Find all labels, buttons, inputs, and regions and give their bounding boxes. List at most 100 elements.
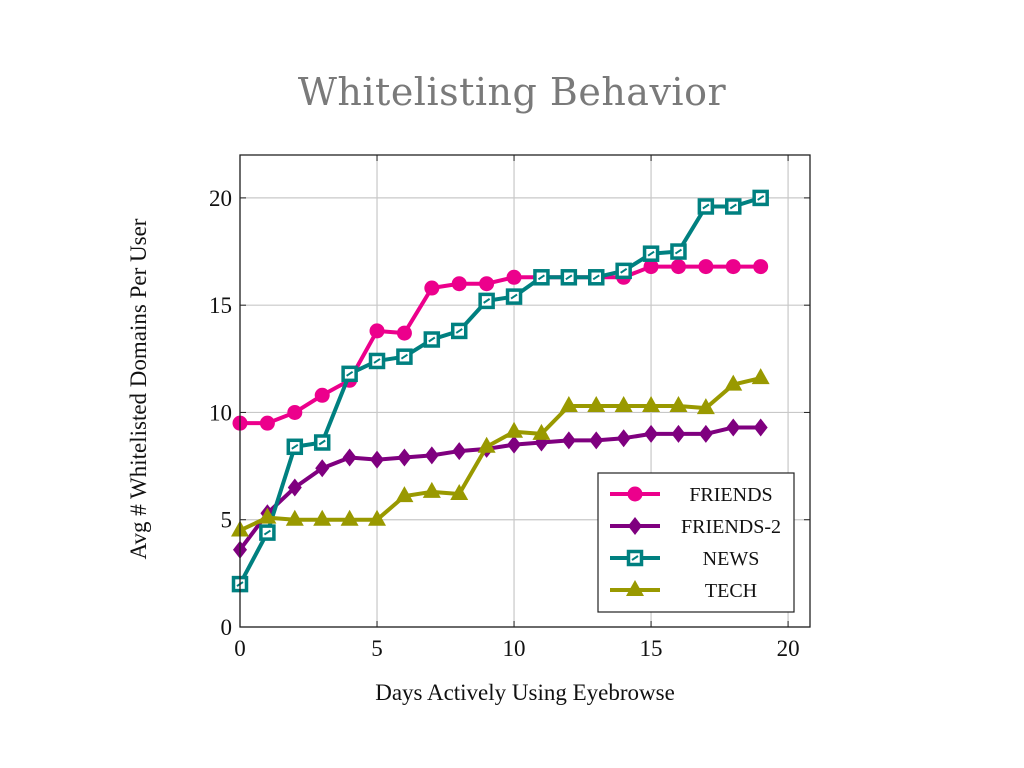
data-point-tech bbox=[587, 396, 606, 413]
x-tick-label: 15 bbox=[640, 636, 663, 661]
data-point-news bbox=[588, 269, 605, 286]
data-point-news bbox=[286, 438, 304, 456]
data-point-friends bbox=[396, 325, 412, 341]
data-point-friends-2 bbox=[726, 418, 741, 437]
data-point-tech bbox=[368, 509, 387, 526]
legend-marker-icon bbox=[626, 580, 644, 596]
data-point-friends bbox=[287, 404, 303, 420]
square-marker-slash bbox=[537, 274, 545, 281]
square-marker-slash bbox=[483, 298, 491, 304]
square-marker-slash bbox=[565, 274, 573, 281]
data-point-friends-2 bbox=[616, 429, 631, 448]
data-point-news bbox=[670, 243, 687, 260]
x-axis-label: Days Actively Using Eyebrowse bbox=[375, 680, 675, 705]
data-point-news bbox=[478, 292, 495, 310]
series-group bbox=[231, 189, 770, 593]
data-point-friends bbox=[451, 276, 467, 292]
axis-ticks: 0 5 10 15 20 0 5 10 15 20 bbox=[209, 155, 810, 661]
legend-item-friends: FRIENDS bbox=[610, 484, 773, 506]
data-point-tech bbox=[477, 436, 496, 453]
data-point-news bbox=[642, 245, 660, 262]
square-marker-slash bbox=[455, 328, 463, 334]
data-point-news bbox=[697, 198, 715, 215]
data-point-friends bbox=[314, 387, 330, 403]
slide-title: Whitelisting Behavior bbox=[297, 70, 727, 114]
data-point-tech bbox=[532, 423, 551, 440]
data-point-news bbox=[615, 262, 632, 280]
data-point-friends-2 bbox=[370, 450, 385, 469]
data-point-friends-2 bbox=[561, 431, 576, 450]
data-point-tech bbox=[340, 509, 359, 526]
square-marker-slash bbox=[291, 443, 299, 450]
x-tick-label: 5 bbox=[371, 636, 383, 661]
legend-label: FRIENDS bbox=[689, 484, 772, 506]
legend-item-friends-2: FRIENDS-2 bbox=[610, 516, 781, 538]
data-point-tech bbox=[285, 509, 304, 526]
data-point-tech bbox=[422, 481, 441, 498]
square-marker-slash bbox=[428, 336, 436, 343]
data-point-news bbox=[533, 269, 550, 286]
series-news bbox=[231, 189, 769, 593]
data-point-friends bbox=[506, 269, 522, 285]
data-point-tech bbox=[395, 486, 414, 503]
legend-item-tech: TECH bbox=[610, 580, 757, 602]
data-point-tech bbox=[258, 507, 277, 524]
legend-marker-icon bbox=[627, 486, 643, 502]
y-tick-label: 20 bbox=[209, 186, 232, 211]
data-point-tech bbox=[669, 396, 688, 413]
data-point-friends-2 bbox=[342, 448, 357, 467]
series-tech bbox=[231, 368, 770, 537]
data-point-tech bbox=[450, 483, 469, 500]
series-friends bbox=[232, 259, 769, 431]
y-tick-label: 10 bbox=[209, 400, 232, 425]
x-tick-label: 20 bbox=[777, 636, 800, 661]
data-point-news bbox=[560, 269, 578, 286]
square-marker-slash bbox=[729, 203, 737, 210]
x-tick-label: 10 bbox=[503, 636, 526, 661]
data-point-tech bbox=[642, 396, 661, 413]
data-point-friends bbox=[643, 259, 659, 275]
data-point-friends bbox=[698, 259, 714, 275]
data-point-news bbox=[396, 348, 413, 365]
legend-label: TECH bbox=[705, 580, 757, 602]
data-point-friends-2 bbox=[424, 446, 439, 465]
data-point-news bbox=[423, 331, 441, 348]
data-point-tech bbox=[751, 368, 770, 385]
data-point-friends-2 bbox=[287, 478, 302, 497]
square-marker-slash bbox=[263, 529, 271, 536]
square-marker-slash bbox=[400, 353, 408, 360]
data-point-friends-2 bbox=[507, 435, 522, 454]
square-marker-slash bbox=[346, 371, 354, 377]
legend-label: FRIENDS-2 bbox=[681, 516, 781, 538]
data-point-friends-2 bbox=[644, 424, 659, 443]
data-point-friends-2 bbox=[315, 459, 330, 478]
legend-marker-icon bbox=[626, 549, 644, 567]
data-point-friends bbox=[369, 323, 385, 339]
data-point-tech bbox=[505, 421, 524, 438]
legend-label: NEWS bbox=[703, 548, 760, 570]
data-point-news bbox=[450, 322, 468, 340]
data-point-news bbox=[313, 434, 331, 451]
data-point-friends-2 bbox=[671, 424, 686, 443]
legend-marker-icon bbox=[628, 517, 642, 535]
data-point-news bbox=[341, 365, 358, 383]
square-marker-slash bbox=[318, 439, 326, 446]
legend: FRIENDS FRIENDS-2 NEWS TECH bbox=[597, 472, 795, 613]
data-point-friends bbox=[424, 280, 440, 296]
square-marker-slash bbox=[702, 203, 710, 210]
y-tick-label: 5 bbox=[221, 508, 233, 533]
data-point-news bbox=[505, 288, 523, 305]
data-point-friends bbox=[725, 259, 741, 275]
data-point-friends-2 bbox=[698, 424, 713, 443]
data-point-news bbox=[259, 524, 276, 541]
data-point-friends bbox=[259, 415, 275, 431]
square-marker-slash bbox=[674, 248, 683, 255]
y-tick-label: 15 bbox=[209, 293, 232, 318]
square-marker-slash bbox=[757, 195, 765, 201]
y-tick-label: 0 bbox=[221, 615, 233, 640]
data-point-tech bbox=[724, 374, 743, 391]
data-point-news bbox=[752, 189, 769, 207]
data-point-news bbox=[725, 198, 742, 215]
data-point-tech bbox=[559, 396, 578, 413]
